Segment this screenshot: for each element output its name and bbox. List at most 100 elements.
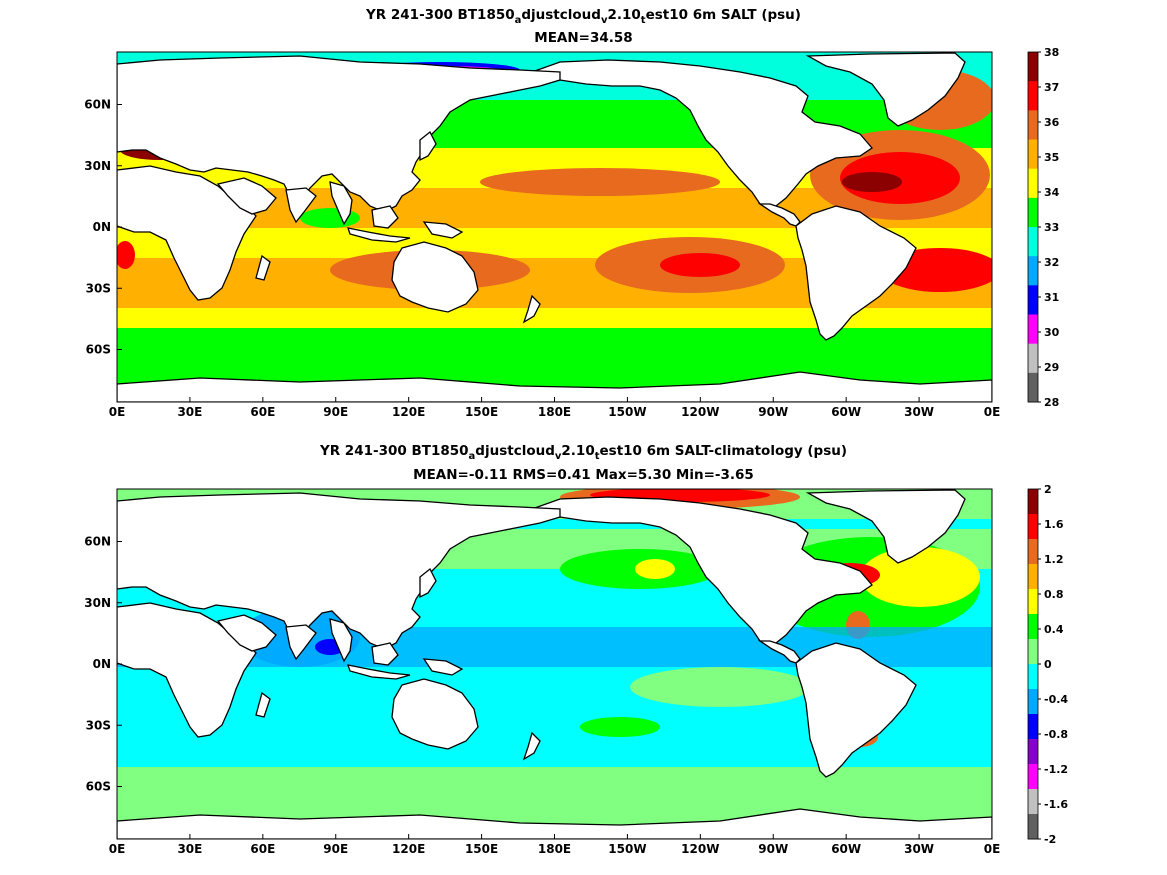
x-tick-label: 180E [538, 842, 571, 856]
panel1-title: YR 241-300 BT1850adjustcloudv2.10test10 … [0, 7, 1167, 26]
colorbar-swatch [1028, 789, 1038, 815]
colorbar-label: 29 [1044, 361, 1059, 374]
colorbar-label: 38 [1044, 46, 1059, 59]
panel2-sp-green2 [580, 717, 660, 737]
y-tick-label: 30S [86, 281, 111, 295]
panel2-sp-green [630, 667, 810, 707]
panel2-title-sub3: t [594, 451, 600, 462]
x-tick-label: 60E [250, 405, 275, 419]
colorbar-swatch [1028, 197, 1038, 228]
panel2-title: YR 241-300 BT1850adjustcloudv2.10test10 … [0, 443, 1167, 462]
panel1-title-part3: 2.10 [607, 7, 641, 23]
x-tick-label: 60W [831, 842, 861, 856]
x-tick-label: 150W [608, 405, 646, 419]
colorbar-label: 31 [1044, 291, 1059, 304]
panel2-title-sub1: a [468, 451, 476, 462]
colorbar-swatch [1028, 81, 1038, 111]
colorbar-swatch [1028, 689, 1038, 715]
x-tick-label: 150E [465, 842, 498, 856]
panel2-title-part3: 2.10 [561, 443, 595, 459]
colorbar-label: 0 [1044, 658, 1052, 671]
colorbar-label: 36 [1044, 116, 1060, 129]
panel2-na-yellow [860, 547, 980, 607]
y-tick-label: 60S [86, 343, 111, 357]
panel1-title-prefix: YR 241-300 BT1850 [366, 7, 515, 23]
x-tick-label: 150E [465, 405, 498, 419]
colorbar-label: -0.8 [1044, 728, 1068, 741]
colorbar-label: 1.2 [1044, 553, 1064, 566]
colorbar-swatch [1028, 314, 1038, 345]
x-tick-label: 0E [984, 405, 1001, 419]
y-tick-label: 0N [93, 657, 111, 671]
colorbar-swatch [1028, 589, 1038, 615]
colorbar-swatch [1028, 664, 1038, 690]
colorbar-label: -1.6 [1044, 798, 1068, 811]
panel1-sp-gyre-core [660, 253, 740, 277]
x-tick-label: 120E [392, 842, 425, 856]
x-tick-label: 60E [250, 842, 275, 856]
y-tick-label: 60N [84, 98, 111, 112]
x-tick-label: 30W [904, 405, 934, 419]
colorbar-label: 30 [1044, 326, 1060, 339]
panel1-title-part2: djustcloud [521, 7, 601, 23]
x-tick-label: 30E [177, 842, 202, 856]
y-tick-label: 60S [86, 780, 111, 794]
panel2-title-suffix: est10 6m SALT-climatology (psu) [599, 443, 848, 459]
colorbar-label: 0.4 [1044, 623, 1064, 636]
colorbar-swatch [1028, 614, 1038, 640]
colorbar-swatch [1028, 285, 1038, 315]
colorbar-swatch [1028, 110, 1038, 140]
y-tick-label: 30N [84, 596, 111, 610]
x-tick-label: 120W [681, 842, 719, 856]
colorbar-layer: 38 37 36 35 34 33 32 31 30 29 28 2 1.6 1.2 0.8 0.4 0 -0.4… [1027, 46, 1068, 846]
x-tick-label: 0E [984, 842, 1001, 856]
x-tick-label: 150W [608, 842, 646, 856]
colorbar-label: 33 [1044, 221, 1059, 234]
x-tick-label: 180E [538, 405, 571, 419]
colorbar-label: 32 [1044, 256, 1059, 269]
axes-layer: 0E 30E 60E 90E 120E 150E 180E 150W 120W 90W 60W 30W… [84, 98, 1000, 857]
colorbar-label: 0.8 [1044, 588, 1064, 601]
colorbar-label: 2 [1044, 483, 1052, 496]
x-tick-label: 90E [323, 405, 348, 419]
panel1-title-sub3: t [640, 15, 646, 26]
colorbar-label: 35 [1044, 151, 1059, 164]
colorbar-label: -0.4 [1044, 693, 1068, 706]
panel1-na-gyre-core [842, 172, 902, 192]
x-tick-label: 120E [392, 405, 425, 419]
panel2-np-yellow [635, 559, 675, 579]
colorbar-swatch [1028, 489, 1038, 515]
x-tick-label: 0E [109, 842, 126, 856]
colorbar-swatch [1028, 714, 1038, 740]
panel1-benguela [117, 241, 135, 269]
y-tick-label: 30S [86, 718, 111, 732]
x-tick-label: 90W [758, 405, 788, 419]
colorbar-swatch [1028, 372, 1038, 403]
colorbar-label: 37 [1044, 81, 1059, 94]
panel1-band-midlat-s [117, 308, 992, 328]
y-tick-label: 0N [93, 220, 111, 234]
colorbar-label: -1.2 [1044, 763, 1068, 776]
colorbar-swatch [1028, 52, 1038, 82]
panel1-title-sub1: a [514, 15, 522, 26]
panel2-title-part2: djustcloud [475, 443, 555, 459]
colorbar-swatch [1028, 514, 1038, 540]
colorbar-swatch [1028, 227, 1038, 257]
panel2-subtitle: MEAN=-0.11 RMS=0.41 Max=5.30 Min=-3.65 [413, 467, 754, 483]
x-tick-label: 30E [177, 405, 202, 419]
colorbar-swatch [1028, 256, 1038, 286]
panel1-np-gyre [480, 168, 720, 196]
x-tick-label: 30W [904, 842, 934, 856]
panel2-title-prefix: YR 241-300 BT1850 [319, 443, 469, 459]
x-tick-label: 90E [323, 842, 348, 856]
panel1-title-sub2: v [600, 15, 608, 26]
colorbar-swatch [1028, 139, 1038, 170]
panel1-subtitle: MEAN=34.58 [534, 30, 633, 46]
x-tick-label: 60W [831, 405, 861, 419]
colorbar-swatch [1028, 739, 1038, 765]
colorbar-label: 34 [1044, 186, 1060, 199]
colorbar-swatch [1028, 639, 1038, 665]
colorbar-swatch [1028, 764, 1038, 790]
colorbar-label: 28 [1044, 396, 1059, 409]
